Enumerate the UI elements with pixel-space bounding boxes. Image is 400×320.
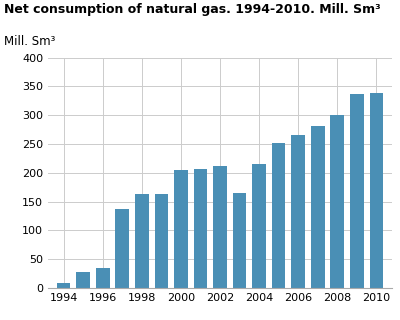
Bar (311, 126, 324, 288)
Bar (57, 284, 70, 288)
Bar (96, 268, 110, 288)
Bar (370, 93, 383, 288)
Bar (233, 193, 246, 288)
Bar (252, 164, 266, 288)
Bar (213, 166, 227, 288)
Bar (194, 169, 207, 288)
Bar (174, 171, 188, 288)
Bar (272, 143, 286, 288)
Bar (330, 115, 344, 288)
Text: Mill. Sm³: Mill. Sm³ (4, 35, 55, 48)
Bar (135, 194, 149, 288)
Bar (116, 209, 129, 288)
Bar (154, 194, 168, 288)
Bar (76, 272, 90, 288)
Bar (350, 94, 364, 288)
Bar (291, 135, 305, 288)
Text: Net consumption of natural gas. 1994-2010. Mill. Sm³: Net consumption of natural gas. 1994-201… (4, 3, 381, 16)
